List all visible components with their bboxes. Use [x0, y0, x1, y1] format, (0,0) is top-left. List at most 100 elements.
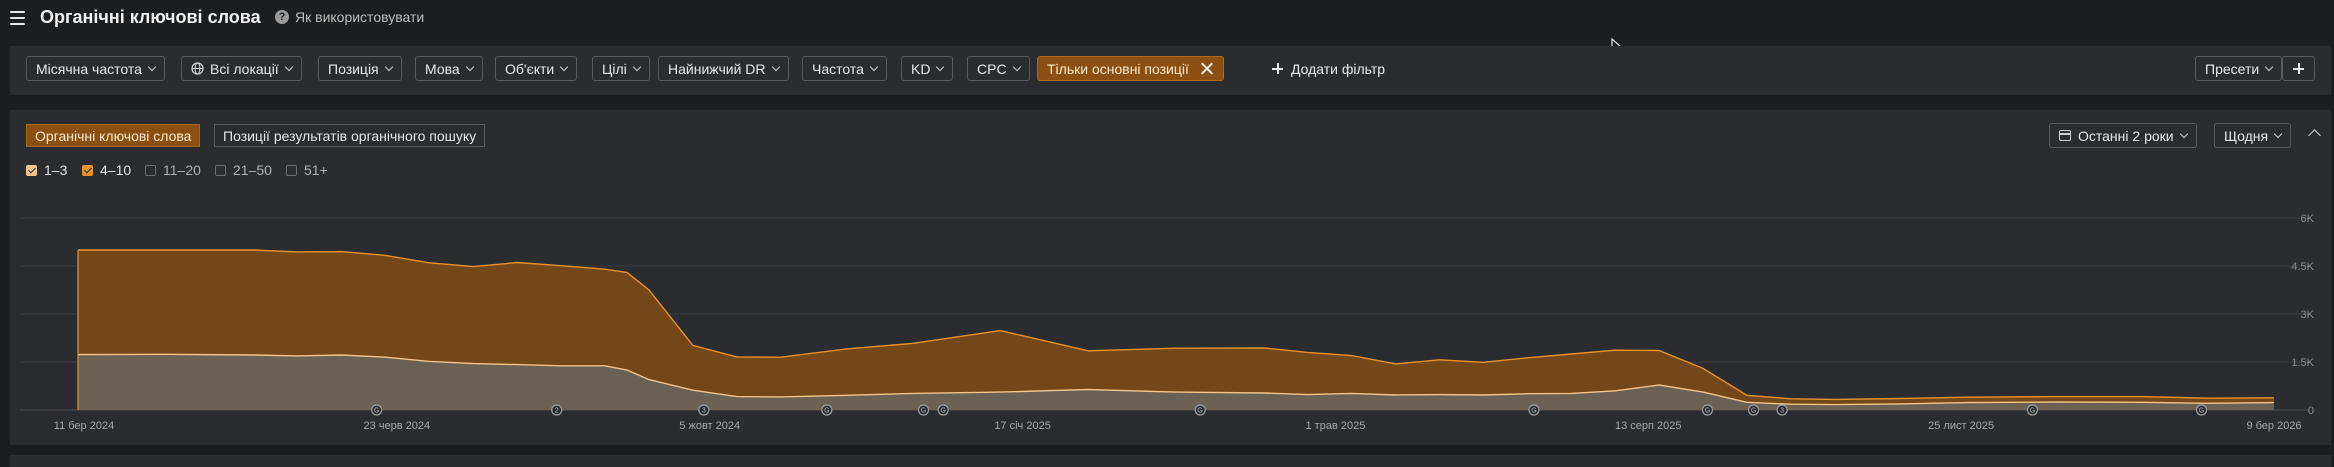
legend-label: 11–20 — [163, 162, 201, 178]
filter-label: Найнижчий DR — [668, 60, 766, 77]
annotation-marker — [698, 404, 710, 416]
checkbox-icon — [286, 164, 297, 176]
page-title: Органічні ключові слова — [40, 7, 261, 27]
filter-label: Всі локації — [210, 60, 279, 77]
interval-button[interactable]: Щодня — [2214, 123, 2292, 148]
annotation-marker-label: 3 — [1780, 408, 1784, 415]
annotation-marker — [937, 404, 949, 416]
presets-label: Пресети — [2205, 60, 2260, 77]
add-preset-button[interactable] — [2282, 56, 2315, 81]
x-tick-label: 5 жовт 2024 — [679, 420, 740, 432]
plus-icon — [1272, 63, 1283, 74]
filter-label: Частота — [812, 60, 864, 77]
checkbox-icon — [145, 164, 156, 176]
y-tick-label: 4.5K — [2291, 261, 2314, 273]
menu-icon[interactable] — [10, 11, 25, 25]
keywords-area-chart: 6K 4.5K 3K 1.5K 0 G 2 3 G G G G G G G 3 G G 11 бер 2024 2… — [20, 213, 2315, 432]
annotation-marker — [551, 404, 563, 416]
close-icon[interactable] — [1198, 60, 1215, 77]
chart-areas — [77, 249, 2275, 410]
filter-kd[interactable]: KD — [901, 56, 954, 81]
filter-label: Місячна частота — [36, 60, 142, 77]
presets-button[interactable]: Пресети — [2195, 56, 2283, 81]
y-axis: 6K 4.5K 3K 1.5K 0 — [2291, 213, 2314, 417]
legend-item-4-10[interactable]: 4–10 — [82, 162, 131, 178]
annotation-marker-label: 2 — [555, 408, 559, 415]
chevron-down-icon — [284, 62, 293, 72]
tab-label: Позиції результатів органічного пошуку — [223, 127, 477, 144]
legend-label: 1–3 — [44, 162, 68, 178]
filter-locations[interactable]: Всі локації — [181, 56, 302, 81]
chevron-down-icon — [936, 62, 945, 72]
filter-cpc[interactable]: CPC — [967, 56, 1030, 81]
annotation-marker — [2026, 404, 2039, 416]
filter-position[interactable]: Позиція — [318, 56, 402, 81]
x-tick-label: 17 січ 2025 — [994, 420, 1051, 432]
series-4-10-area — [78, 250, 2274, 405]
annotation-marker — [821, 404, 833, 416]
chevron-down-icon — [560, 62, 569, 72]
x-tick-label: 25 лист 2025 — [1928, 420, 1994, 432]
checkbox-checked-icon — [82, 164, 93, 176]
x-tick-label: 11 бер 2024 — [54, 420, 114, 432]
annotation-marker-label: G — [2199, 408, 2204, 415]
tab-organic-serp-positions[interactable]: Позиції результатів органічного пошуку — [214, 124, 486, 147]
chevron-down-icon — [384, 62, 393, 72]
annotation-marker-label: 3 — [702, 408, 706, 415]
filter-label: Об'єкти — [505, 60, 555, 77]
filter-volume[interactable]: Частота — [802, 56, 887, 81]
filter-language[interactable]: Мова — [415, 56, 483, 81]
filter-monthly-volume[interactable]: Місячна частота — [26, 56, 165, 81]
filter-objects[interactable]: Об'єкти — [495, 56, 578, 81]
calendar-icon — [2059, 130, 2071, 141]
chart-annotations: G 2 3 G G G G G G G 3 G G — [371, 404, 2208, 416]
filter-intents[interactable]: Цілі — [592, 56, 650, 81]
x-tick-label: 13 серп 2025 — [1615, 420, 1682, 432]
chevron-down-icon — [2264, 62, 2274, 72]
chevron-down-icon — [869, 62, 879, 72]
annotation-marker — [1194, 404, 1206, 416]
filter-label: Мова — [425, 60, 460, 77]
annotation-marker — [2195, 404, 2208, 416]
y-tick-label: 0 — [2308, 405, 2314, 417]
help-icon: ? — [275, 10, 289, 24]
globe-icon — [191, 62, 204, 75]
x-tick-label: 1 трав 2025 — [1306, 420, 1366, 432]
x-tick-label: 9 бер 2026 — [2246, 420, 2301, 432]
filter-label: Позиція — [328, 60, 379, 77]
filter-lowest-dr[interactable]: Найнижчий DR — [658, 56, 789, 81]
chevron-down-icon — [147, 62, 157, 72]
add-filter-button[interactable]: Додати фільтр — [1272, 56, 1385, 81]
how-to-use-link[interactable]: ? Як використовувати — [275, 9, 424, 25]
add-filter-label: Додати фільтр — [1291, 60, 1386, 77]
x-tick-label: 23 черв 2024 — [364, 420, 431, 432]
annotation-marker-label: G — [1197, 408, 1202, 415]
annotation-marker — [1776, 404, 1788, 416]
checkbox-icon — [215, 164, 226, 176]
tab-organic-keywords[interactable]: Органічні ключові слова — [26, 124, 201, 147]
filter-main-positions-only[interactable]: Тільки основні позиції — [1037, 56, 1224, 81]
plus-icon — [2293, 63, 2304, 74]
filter-label: KD — [911, 60, 931, 77]
annotation-marker — [917, 404, 930, 416]
tab-label: Органічні ключові слова — [35, 127, 192, 144]
filter-bar: Місячна частота Всі локації Позиція Мова… — [10, 46, 2331, 95]
legend-label: 51+ — [304, 162, 328, 178]
annotation-marker-label: G — [921, 408, 926, 415]
y-tick-label: 3K — [2301, 309, 2315, 321]
y-tick-label: 1.5K — [2291, 357, 2314, 369]
annotation-marker-label: G — [824, 408, 829, 415]
series-4-10-line — [78, 249, 2275, 401]
chart-panel: Органічні ключові слова Позиції результа… — [10, 110, 2331, 445]
annotation-marker-label: G — [2030, 408, 2035, 415]
date-range-label: Останні 2 роки — [2078, 127, 2174, 144]
legend-item-top3[interactable]: 1–3 — [26, 162, 67, 178]
interval-label: Щодня — [2224, 127, 2269, 144]
legend-item-51-plus[interactable]: 51+ — [286, 162, 328, 178]
date-range-button[interactable]: Останні 2 роки — [2049, 123, 2197, 148]
annotation-marker — [1747, 404, 1760, 416]
annotation-marker-label: G — [374, 408, 379, 415]
series-top3-area — [78, 354, 2274, 410]
legend-item-11-20[interactable]: 11–20 — [145, 162, 201, 178]
legend-item-21-50[interactable]: 21–50 — [215, 162, 272, 178]
